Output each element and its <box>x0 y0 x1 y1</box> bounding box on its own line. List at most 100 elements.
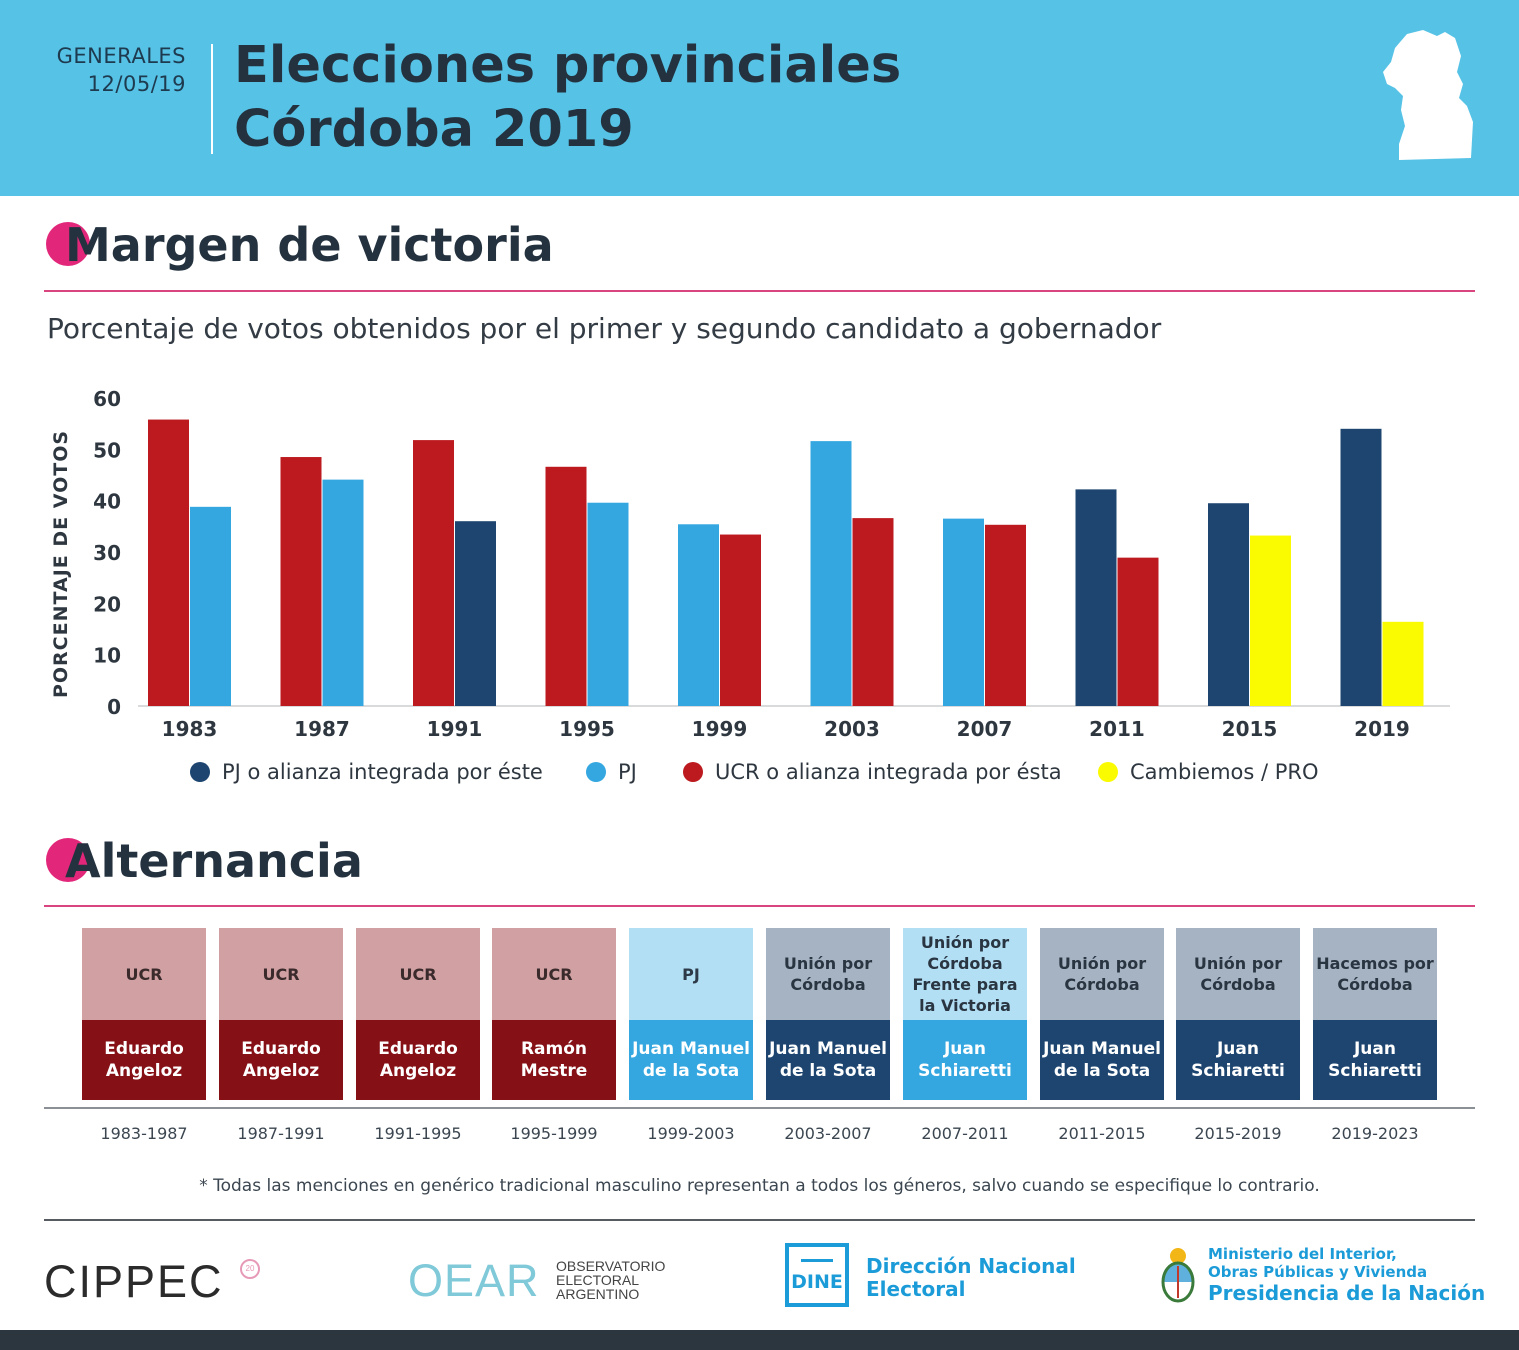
term-governor: Juan Schiaretti <box>1313 1020 1437 1100</box>
term-tile: UCR Eduardo Angeloz 1983-1987 <box>82 928 206 1143</box>
term-governor: Juan Manuel de la Sota <box>629 1020 753 1100</box>
y-tick-label: 60 <box>93 387 121 411</box>
bar-2019-first <box>1340 428 1382 706</box>
bar-2011-second <box>1117 557 1159 706</box>
x-tick-label: 1995 <box>559 717 615 741</box>
term-party: UCR <box>82 928 206 1020</box>
term-tile: UCR Ramón Mestre 1995-1999 <box>492 928 616 1143</box>
legend-item-pj-alliance: PJ o alianza integrada por éste <box>190 760 543 784</box>
term-governor: Juan Schiaretti <box>903 1020 1027 1100</box>
y-tick-label: 0 <box>107 695 121 719</box>
term-tile: Unión por Córdoba Juan Schiaretti 2015-2… <box>1176 928 1300 1143</box>
term-governor: Ramón Mestre <box>492 1020 616 1100</box>
term-party: UCR <box>492 928 616 1020</box>
term-tile: Unión por Córdoba Juan Manuel de la Sota… <box>766 928 890 1143</box>
term-period: 2007-2011 <box>921 1124 1009 1143</box>
bar-1991-first <box>413 440 454 706</box>
x-tick-label: 1999 <box>692 717 748 741</box>
bar-2003-second <box>852 518 894 706</box>
bar-2003-first <box>810 441 852 706</box>
footer-divider <box>44 1219 1475 1221</box>
x-tick-label: 2007 <box>957 717 1013 741</box>
bar-1991-second <box>455 521 496 706</box>
section-bullet-icon <box>46 838 90 882</box>
term-governor: Juan Manuel de la Sota <box>766 1020 890 1100</box>
term-party: Unión por Córdoba Frente para la Victori… <box>903 928 1027 1020</box>
chart-legend: PJ o alianza integrada por éste PJ UCR o… <box>0 760 1519 790</box>
argentina-coat-of-arms-icon <box>1161 1248 1195 1303</box>
term-tile: UCR Eduardo Angeloz 1987-1991 <box>219 928 343 1143</box>
bar-2011-first <box>1075 489 1117 706</box>
page-title-line1: Elecciones provinciales <box>234 36 902 95</box>
term-governor: Juan Schiaretti <box>1176 1020 1300 1100</box>
oear-logo-subtitle: OBSERVATORIO ELECTORAL ARGENTINO <box>556 1258 666 1302</box>
bar-1995-second <box>587 502 629 706</box>
bar-1983-second <box>190 506 231 706</box>
term-period: 2015-2019 <box>1194 1124 1282 1143</box>
y-tick-label: 40 <box>93 490 121 514</box>
footer-bar <box>0 1330 1519 1350</box>
term-period: 2011-2015 <box>1058 1124 1146 1143</box>
bar-2007-first <box>943 518 984 706</box>
legend-swatch-pj <box>586 762 606 782</box>
section-bullet-icon <box>46 222 90 266</box>
legend-item-pj: PJ <box>586 760 637 784</box>
cordoba-province-map-icon <box>1383 30 1473 160</box>
term-governor: Juan Manuel de la Sota <box>1040 1020 1164 1100</box>
cippec-logo: CIPPEC 20 <box>44 1256 260 1308</box>
term-period: 1995-1999 <box>510 1124 598 1143</box>
bar-1987-first <box>280 457 322 706</box>
term-period: 2019-2023 <box>1331 1124 1419 1143</box>
bar-1983-first <box>148 419 189 706</box>
election-tag: GENERALES 12/05/19 <box>57 42 186 98</box>
dine-logo: DINE <box>785 1243 849 1307</box>
bar-2019-second <box>1382 621 1424 706</box>
term-tile: Unión por Córdoba Juan Manuel de la Sota… <box>1040 928 1164 1143</box>
header-divider <box>211 44 213 154</box>
section-divider <box>44 905 1475 907</box>
term-party: Unión por Córdoba <box>1040 928 1164 1020</box>
term-period: 2003-2007 <box>784 1124 872 1143</box>
y-tick-label: 20 <box>93 592 121 616</box>
term-tile: UCR Eduardo Angeloz 1991-1995 <box>356 928 480 1143</box>
term-party: Unión por Córdoba <box>1176 928 1300 1020</box>
term-tile: Hacemos por Córdoba Juan Schiaretti 2019… <box>1313 928 1437 1143</box>
bar-1995-first <box>545 466 587 706</box>
timeline-axis <box>44 1107 1475 1109</box>
oear-logo: OEAR <box>408 1255 540 1306</box>
term-period: 1983-1987 <box>100 1124 188 1143</box>
y-tick-label: 10 <box>93 644 121 668</box>
y-axis-title: PORCENTAJE DE VOTOS <box>50 430 72 698</box>
term-party: UCR <box>356 928 480 1020</box>
bar-1987-second <box>322 479 364 706</box>
term-period: 1991-1995 <box>374 1124 462 1143</box>
cippec-anniversary-badge: 20 <box>240 1259 260 1279</box>
section-divider <box>44 290 1475 292</box>
x-tick-label: 2019 <box>1354 717 1410 741</box>
term-tile: Unión por Córdoba Frente para la Victori… <box>903 928 1027 1143</box>
term-party: PJ <box>629 928 753 1020</box>
term-party: Unión por Córdoba <box>766 928 890 1020</box>
legend-item-ucr: UCR o alianza integrada por ésta <box>683 760 1062 784</box>
x-tick-label: 1991 <box>427 717 483 741</box>
term-period: 1987-1991 <box>237 1124 325 1143</box>
bar-chart: 0 10 20 30 40 50 60 PORCENTAJE DE VOTOS 1983 1987… <box>50 387 1450 741</box>
election-type: GENERALES <box>56 44 186 68</box>
election-date: 12/05/19 <box>87 72 186 96</box>
y-tick-label: 50 <box>93 438 121 462</box>
legend-swatch-pj-alliance <box>190 762 210 782</box>
page-title-line2: Córdoba 2019 <box>234 100 634 159</box>
header-banner: GENERALES 12/05/19 Elecciones provincial… <box>0 0 1519 196</box>
bar-1999-second <box>720 534 761 706</box>
term-party: Hacemos por Córdoba <box>1313 928 1437 1020</box>
legend-swatch-ucr <box>683 762 703 782</box>
footnote: * Todas las menciones en genérico tradic… <box>199 1176 1320 1196</box>
x-tick-label: 2003 <box>824 717 880 741</box>
x-tick-label: 1987 <box>294 717 350 741</box>
term-period: 1999-2003 <box>647 1124 735 1143</box>
page-title: Elecciones provinciales Córdoba 2019 <box>234 34 901 162</box>
term-tile: PJ Juan Manuel de la Sota 1999-2003 <box>629 928 753 1143</box>
bar-1999-first <box>678 524 719 706</box>
term-governor: Eduardo Angeloz <box>356 1020 480 1100</box>
ministry-logo-text: Ministerio del Interior, Obras Públicas … <box>1208 1245 1486 1305</box>
